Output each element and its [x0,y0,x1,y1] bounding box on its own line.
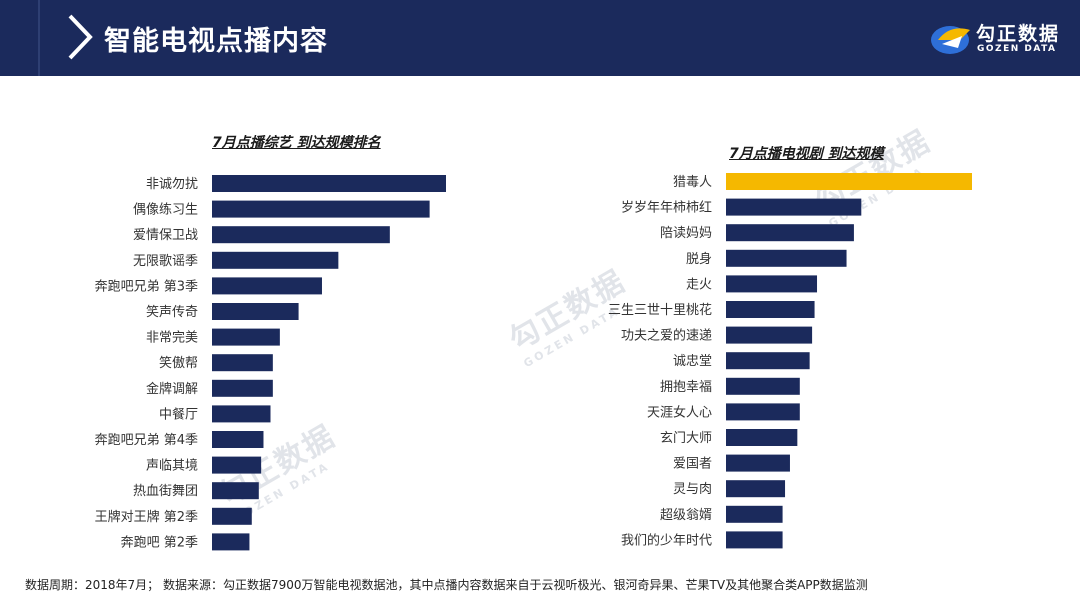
category-label-variety-14: 奔跑吧 第2季 [121,535,198,550]
bar-variety-5 [212,303,299,320]
header-divider [38,0,40,76]
bar-drama-9 [726,403,800,421]
category-label-drama-5: 三生三世十里桃花 [608,302,712,318]
category-label-drama-1: 岁岁年年柿柿红 [621,200,712,216]
chart-title-variety: 7月点播综艺 到达规模排名 [212,135,381,151]
bar-drama-11 [726,454,790,472]
category-label-variety-6: 非常完美 [146,331,198,346]
chart-title-drama: 7月点播电视剧 到达规模 [729,146,884,162]
bar-drama-5 [726,301,815,318]
bar-variety-12 [212,482,259,500]
category-label-variety-11: 声临其境 [146,459,198,474]
category-label-drama-13: 超级翁婿 [660,508,712,523]
category-label-drama-10: 玄门大师 [660,431,712,446]
bar-drama-7 [726,352,810,370]
bar-drama-13 [726,505,783,523]
category-label-drama-0: 猎毒人 [673,175,712,190]
category-label-variety-2: 爱情保卫战 [133,228,198,243]
bar-variety-9 [212,405,271,423]
category-label-variety-3: 无限歌谣季 [133,254,198,269]
category-label-variety-8: 金牌调解 [146,381,198,397]
category-label-drama-11: 爱国者 [673,457,712,472]
bar-variety-3 [212,251,339,269]
bar-drama-0 [726,173,972,190]
bar-variety-4 [212,277,322,295]
bar-drama-1 [726,198,862,216]
bar-variety-0 [212,175,446,192]
category-label-variety-9: 中餐厅 [159,406,198,422]
brand-logo: 勾正数据 GOZEN DATA [930,16,1070,62]
bar-variety-2 [212,226,390,244]
bar-variety-14 [212,533,250,551]
header-bar: 智能电视点播内容 勾正数据 GOZEN DATA [0,0,1080,76]
category-label-variety-1: 偶像练习生 [133,203,198,218]
bar-variety-11 [212,456,262,474]
bar-drama-8 [726,377,800,395]
bar-variety-6 [212,328,280,346]
category-label-drama-8: 拥抱幸福 [660,379,712,395]
logo-text-en: GOZEN DATA [977,44,1057,54]
category-label-variety-4: 奔跑吧兄弟 第3季 [95,279,198,294]
chevron-right-icon [68,14,93,60]
bar-drama-6 [726,326,813,344]
bar-variety-1 [212,200,430,218]
category-label-variety-5: 笑声传奇 [146,304,198,320]
bar-variety-10 [212,431,264,448]
category-label-drama-12: 灵与肉 [673,482,712,497]
category-label-drama-9: 天涯女人心 [647,404,712,420]
category-label-variety-10: 奔跑吧兄弟 第4季 [95,433,198,448]
bar-drama-2 [726,224,854,242]
category-label-drama-7: 诚忠堂 [673,354,712,369]
category-label-variety-12: 热血街舞团 [133,484,198,499]
category-label-variety-13: 王牌对王牌 第2季 [95,509,198,525]
footer-note: 数据周期：2018年7月； 数据来源：勾正数据7900万智能电视数据池，其中点播… [25,578,868,592]
bar-drama-10 [726,429,798,446]
category-label-variety-0: 非诚勿扰 [146,177,198,192]
bar-variety-8 [212,379,273,397]
bar-drama-12 [726,480,786,498]
category-label-variety-7: 笑傲帮 [159,355,198,371]
bar-drama-14 [726,531,783,549]
category-label-drama-3: 脱身 [686,251,712,267]
bar-variety-13 [212,507,252,525]
bar-variety-7 [212,354,273,372]
category-label-drama-4: 走火 [686,277,712,292]
page-title: 智能电视点播内容 [104,26,328,57]
logo-text-cn: 勾正数据 [976,23,1061,45]
bar-drama-3 [726,249,847,267]
category-label-drama-2: 陪读妈妈 [660,226,712,241]
bar-drama-4 [726,275,818,293]
category-label-drama-14: 我们的少年时代 [621,532,712,548]
logo-mark-icon [931,26,970,54]
category-label-drama-6: 功夫之爱的速递 [621,328,712,344]
